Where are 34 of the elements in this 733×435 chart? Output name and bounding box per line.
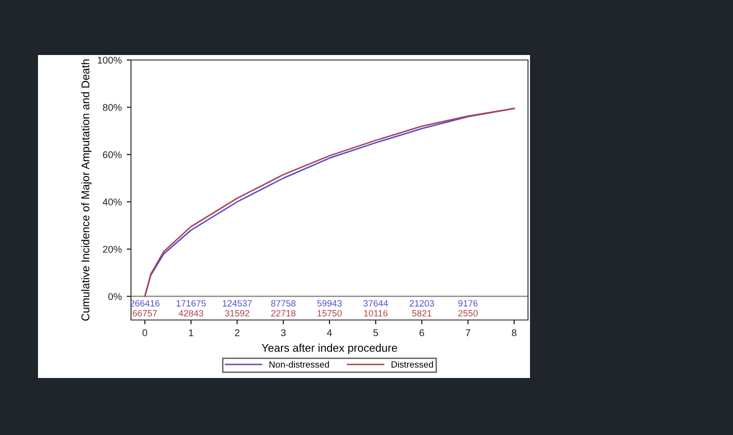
legend-label: Non-distressed [270,361,329,368]
y-tick-label: 60% [103,151,122,158]
annotation: 171675 [176,300,206,307]
annotation: 37644 [363,300,388,307]
legend-label: Distressed [392,361,433,368]
annotation: 124537 [222,300,252,307]
x-tick-label: 6 [420,329,424,336]
x-tick-label: 1 [189,329,194,336]
annotation: 5821 [412,310,432,316]
annotation: 31592 [224,310,250,316]
annotation: 66757 [132,310,157,316]
annotation: 15750 [318,310,342,316]
x-tick-label: 3 [281,329,286,336]
x-tick-label: 0 [142,329,148,336]
x-tick-label: 8 [512,329,516,336]
y-tick-label: 80% [102,104,122,111]
annotation: 21203 [410,300,434,307]
annotation: 87758 [271,300,296,307]
y-tick-label: 0% [108,293,122,300]
x-axis-title: Years after index procedure [262,344,398,354]
x-tick-label: 7 [466,329,470,336]
annotation: 42843 [178,310,204,316]
x-tick-label: 2 [234,329,240,336]
y-axis-title: Cumulative Incidence of Major Amputation and Death [81,59,92,321]
y-tick-label: 40% [102,198,122,206]
annotation: 9176 [458,300,478,307]
y-tick-label: 20% [103,246,122,253]
annotation: 10116 [364,310,388,316]
x-tick-label: 5 [373,329,378,336]
x-tick-label: 4 [327,329,332,336]
annotation: 22718 [271,310,296,316]
y-tick-label: 100% [98,56,122,64]
annotation: 2550 [458,310,478,316]
annotation: 59943 [317,300,342,307]
